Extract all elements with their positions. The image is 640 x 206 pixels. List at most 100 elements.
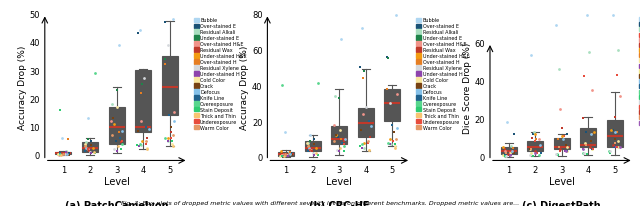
Point: [612, 131, 623, 134]
Legend: Venetian, Over-stained H&E, Under-stained E, Residual Xylene, Underexposure, Thi: Venetian, Over-stained H&E, Under-staine…: [637, 17, 640, 127]
Point: [332, 134, 342, 137]
Point: [614, 94, 625, 98]
Point: [136, 120, 146, 123]
Point: [525, 148, 535, 151]
Point: [58, 153, 68, 156]
Point: [357, 143, 367, 146]
Point: [86, 139, 97, 143]
Point: [553, 153, 563, 157]
Point: [580, 131, 591, 134]
Point: [336, 138, 346, 141]
Point: [313, 154, 323, 157]
Point: [587, 89, 597, 92]
Point: [109, 148, 120, 151]
Point: [551, 152, 561, 156]
Point: [586, 148, 596, 151]
Point: [141, 146, 152, 150]
Y-axis label: Accuracy Drop (%): Accuracy Drop (%): [17, 46, 26, 130]
Point: [165, 137, 175, 140]
Point: [61, 150, 71, 153]
Point: [589, 131, 599, 134]
Point: [506, 145, 516, 148]
Point: [311, 152, 321, 155]
Point: [390, 138, 401, 141]
Point: [159, 63, 170, 67]
Point: [275, 154, 285, 158]
Point: [111, 139, 121, 143]
Point: [604, 150, 614, 153]
Point: [139, 77, 149, 81]
Point: [166, 125, 177, 129]
Point: [133, 130, 143, 133]
Point: [388, 130, 399, 134]
Point: [330, 134, 340, 137]
Point: [501, 151, 511, 155]
Point: [611, 146, 621, 149]
Point: [610, 131, 620, 134]
Point: [555, 150, 565, 153]
Point: [305, 139, 316, 143]
Point: [137, 83, 147, 86]
Point: [163, 44, 173, 47]
PathPatch shape: [162, 57, 178, 116]
Point: [164, 114, 175, 117]
PathPatch shape: [305, 141, 321, 152]
Point: [81, 146, 92, 150]
Point: [365, 136, 375, 139]
Point: [90, 152, 100, 155]
Point: [166, 131, 177, 134]
Point: [134, 142, 145, 145]
Point: [160, 137, 170, 140]
Point: [286, 152, 296, 155]
Point: [530, 151, 540, 155]
Point: [113, 131, 124, 134]
Point: [535, 144, 545, 147]
Point: [502, 152, 513, 156]
Point: [304, 145, 314, 148]
Point: [382, 56, 392, 59]
Point: [111, 89, 122, 92]
Title: (b) CRC-HE: (b) CRC-HE: [309, 200, 369, 206]
Point: [561, 132, 572, 136]
Point: [579, 117, 589, 121]
Point: [142, 137, 152, 140]
Point: [308, 143, 319, 146]
Point: [280, 153, 291, 156]
Point: [83, 148, 93, 151]
Point: [305, 148, 316, 152]
Point: [604, 150, 614, 153]
X-axis label: Level: Level: [104, 176, 129, 186]
Point: [553, 138, 563, 142]
Point: [54, 108, 65, 112]
Point: [355, 145, 365, 148]
PathPatch shape: [385, 89, 401, 122]
Point: [277, 152, 287, 155]
Point: [160, 21, 170, 25]
PathPatch shape: [358, 109, 374, 137]
Point: [360, 70, 370, 73]
Point: [116, 139, 127, 143]
PathPatch shape: [607, 121, 623, 147]
Point: [80, 145, 90, 148]
Point: [584, 51, 594, 54]
Point: [134, 30, 145, 33]
Point: [388, 139, 398, 143]
Point: [281, 154, 291, 157]
Point: [613, 140, 623, 143]
Point: [505, 153, 515, 157]
Point: [116, 142, 127, 145]
Point: [308, 138, 319, 141]
Point: [609, 115, 620, 119]
Y-axis label: Dice Score Drop (%): Dice Score Drop (%): [463, 42, 472, 133]
Point: [613, 146, 623, 149]
Point: [86, 144, 97, 147]
Point: [333, 136, 344, 139]
Point: [335, 146, 346, 150]
Point: [334, 97, 344, 100]
Point: [276, 150, 286, 153]
Point: [580, 142, 590, 145]
Point: [55, 152, 65, 155]
Point: [168, 145, 178, 148]
Title: (c) DigestPath: (c) DigestPath: [522, 200, 601, 206]
Point: [390, 146, 401, 150]
